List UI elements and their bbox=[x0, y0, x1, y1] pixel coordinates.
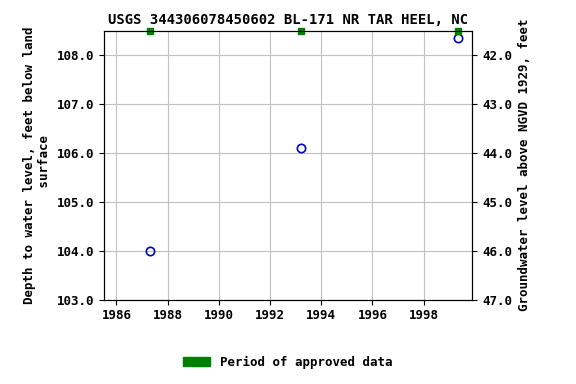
Title: USGS 344306078450602 BL-171 NR TAR HEEL, NC: USGS 344306078450602 BL-171 NR TAR HEEL,… bbox=[108, 13, 468, 27]
Y-axis label: Depth to water level, feet below land
 surface: Depth to water level, feet below land su… bbox=[23, 26, 51, 304]
Legend: Period of approved data: Period of approved data bbox=[178, 351, 398, 374]
Y-axis label: Groundwater level above NGVD 1929, feet: Groundwater level above NGVD 1929, feet bbox=[518, 19, 530, 311]
